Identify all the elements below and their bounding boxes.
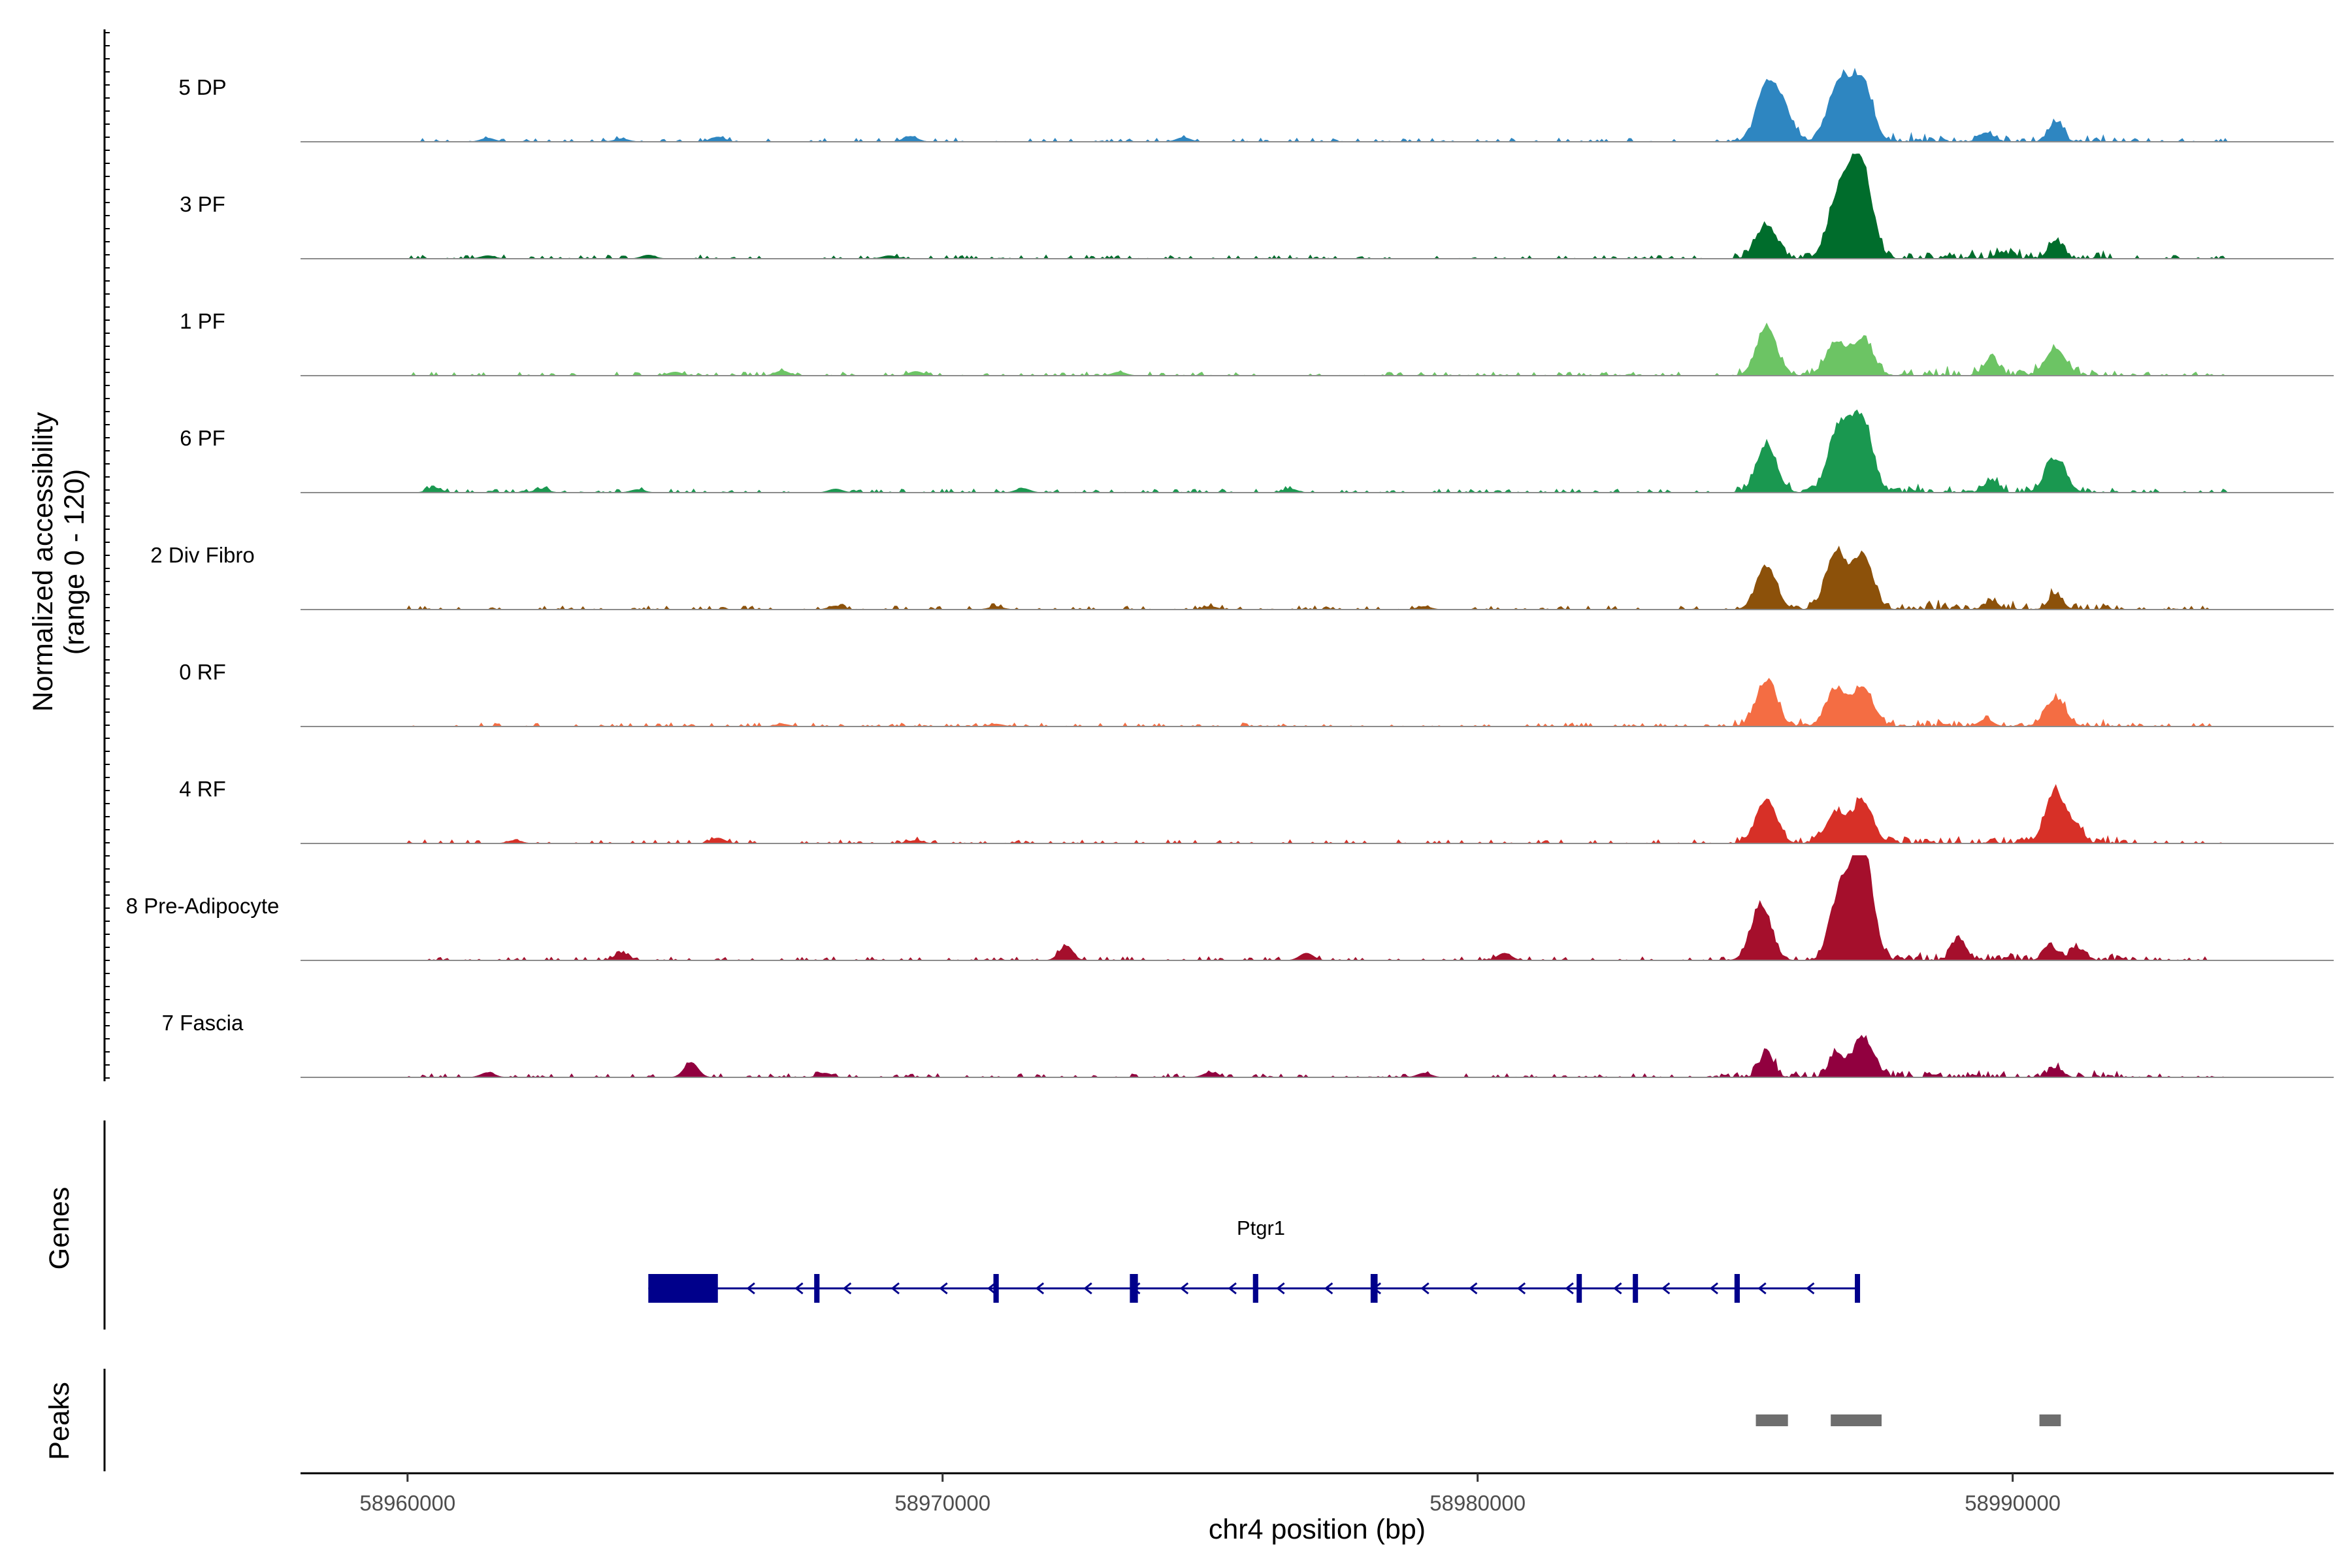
- track-signal: [301, 855, 2334, 962]
- track-1-pf: 1 PF: [180, 309, 2334, 376]
- track-label: 1 PF: [180, 309, 225, 333]
- gene-name-label: Ptgr1: [1237, 1217, 1285, 1239]
- strand-chevron: [939, 1282, 948, 1295]
- gene-exon: [993, 1274, 999, 1303]
- strand-chevron: [1469, 1282, 1478, 1295]
- track-signal: [301, 409, 2334, 494]
- track-signal: [301, 154, 2334, 260]
- track-4-rf: 4 RF: [179, 777, 2334, 845]
- strand-chevron: [1420, 1282, 1429, 1295]
- strand-chevron: [1613, 1282, 1622, 1295]
- x-tick-label: 58980000: [1429, 1491, 1526, 1515]
- strand-chevron: [1276, 1282, 1285, 1295]
- peaks-panel-title: Peaks: [44, 1382, 75, 1460]
- peak-region: [1756, 1414, 1788, 1426]
- track-label: 0 RF: [179, 660, 226, 684]
- track-label: 7 Fascia: [162, 1011, 244, 1035]
- track-0-rf: 0 RF: [179, 660, 2334, 728]
- y-axis-title-line2: (range 0 - 120): [59, 469, 90, 655]
- strand-chevron: [1516, 1282, 1526, 1295]
- track-label: 3 PF: [180, 192, 225, 216]
- strand-chevron: [987, 1282, 996, 1295]
- strand-chevron: [698, 1282, 708, 1295]
- track-label: 5 DP: [178, 75, 226, 99]
- strand-chevron: [1565, 1282, 1574, 1295]
- strand-chevron: [1709, 1282, 1718, 1295]
- gene-track: [648, 1274, 1861, 1303]
- strand-chevron: [890, 1282, 900, 1295]
- strand-chevron: [1035, 1282, 1045, 1295]
- x-tick-label: 58960000: [359, 1491, 455, 1515]
- strand-chevron: [1083, 1282, 1092, 1295]
- track-5-dp: 5 DP: [178, 67, 2334, 143]
- track-label: 8 Pre-Adipocyte: [126, 894, 280, 918]
- strand-chevron: [1132, 1282, 1141, 1295]
- track-2-div-fibro: 2 Div Fibro: [150, 543, 2334, 611]
- track-7-fascia: 7 Fascia: [162, 1011, 2334, 1079]
- gene-exon: [1734, 1274, 1740, 1303]
- strand-chevron: [842, 1282, 852, 1295]
- x-axis-title: chr4 position (bp): [1209, 1514, 1426, 1545]
- genes-panel-title: Genes: [44, 1187, 75, 1270]
- track-signal: [301, 546, 2334, 611]
- track-signal: [301, 322, 2334, 376]
- track-signal: [301, 67, 2334, 143]
- coverage-y-minor-ticks: [105, 32, 110, 1079]
- strand-chevron: [1372, 1282, 1382, 1295]
- strand-chevron: [1228, 1282, 1237, 1295]
- y-axis-title-line1: Normalized accessibility: [27, 412, 59, 711]
- strand-chevron: [1806, 1282, 1815, 1295]
- gene-exon: [1633, 1274, 1639, 1303]
- strand-chevron: [794, 1282, 804, 1295]
- x-tick-label: 58970000: [894, 1491, 990, 1515]
- coverage-tracks: 5 DP 3 PF 1 PF 6 PF 2 Div Fibro 0 RF 4 RF 8 Pre…: [126, 67, 2334, 1079]
- gene-exon: [814, 1274, 820, 1303]
- track-signal: [301, 1034, 2334, 1079]
- track-label: 6 PF: [180, 426, 225, 450]
- gene-exon: [1252, 1274, 1258, 1303]
- strand-chevron: [1661, 1282, 1671, 1295]
- track-signal: [301, 784, 2334, 845]
- strand-chevron: [1324, 1282, 1333, 1295]
- gene-exon: [1855, 1274, 1861, 1303]
- strand-chevron: [1179, 1282, 1189, 1295]
- x-tick-label: 58990000: [1965, 1491, 2061, 1515]
- peak-region: [1831, 1414, 1882, 1426]
- track-8-pre-adipocyte: 8 Pre-Adipocyte: [126, 855, 2334, 962]
- gene-exon: [648, 1274, 718, 1303]
- x-axis-ticks: 58960000 58970000 58980000 58990000: [359, 1473, 2061, 1515]
- peak-region: [2039, 1414, 2061, 1426]
- strand-chevron: [1757, 1282, 1767, 1295]
- track-3-pf: 3 PF: [180, 154, 2334, 260]
- track-label: 4 RF: [179, 777, 226, 801]
- peak-track: [1756, 1414, 2061, 1426]
- track-6-pf: 6 PF: [180, 409, 2334, 494]
- gene-exon: [1576, 1274, 1582, 1303]
- track-signal: [301, 678, 2334, 728]
- strand-chevron: [746, 1282, 755, 1295]
- track-label: 2 Div Fibro: [150, 543, 255, 567]
